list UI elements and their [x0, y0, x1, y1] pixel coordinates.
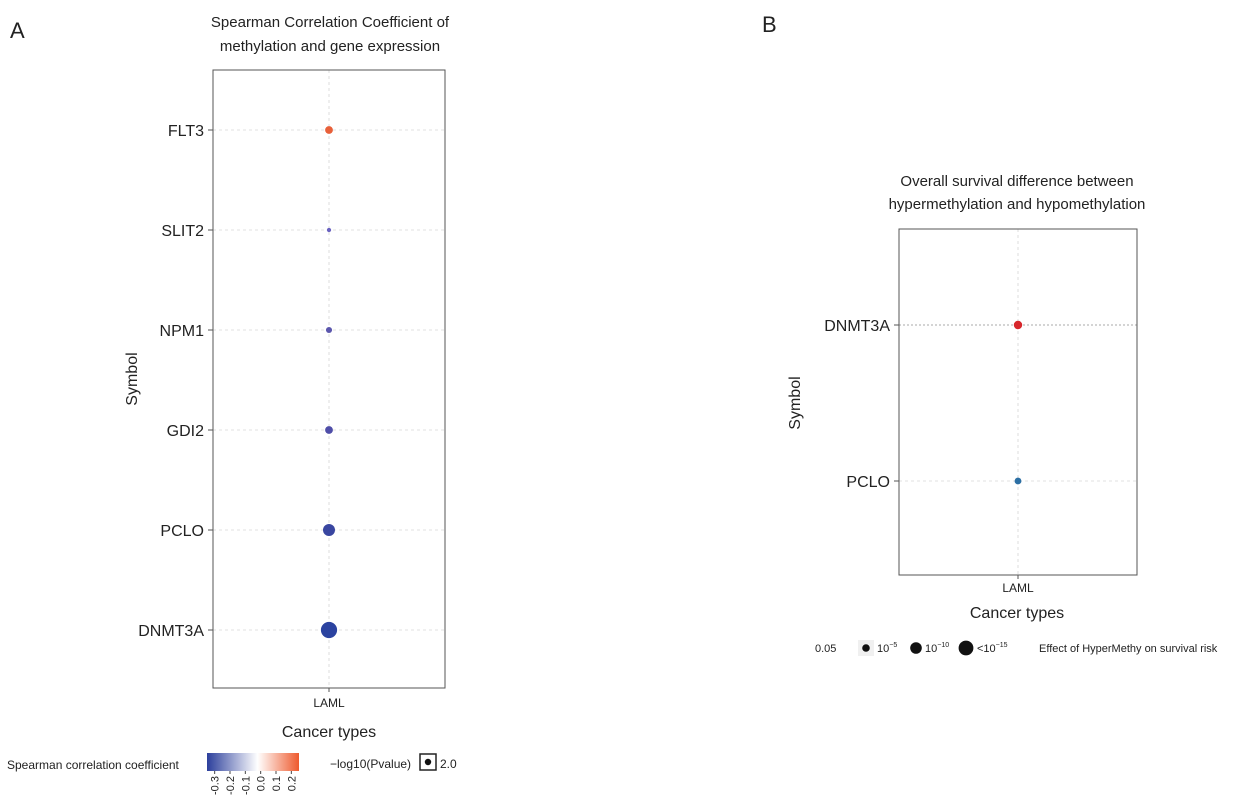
chart-a-y-tick-label: FLT3 [168, 123, 204, 140]
chart-b-legend-dot [958, 640, 974, 656]
chart-a-point [325, 126, 333, 134]
chart-a-x-tick-label: LAML [313, 696, 345, 710]
chart-a-colorbar-tick-label: -0.3 [210, 776, 222, 795]
chart-a-size-legend-title: −log10(Pvalue) [330, 757, 411, 771]
chart-b-y-tick-label: PCLO [846, 474, 890, 491]
chart-a-grid [213, 70, 445, 688]
chart-a-x-tick-labels: LAML [313, 688, 345, 710]
chart-b-y-tick-label: DNMT3A [824, 318, 890, 335]
chart-b-legend-label: 10−5 [877, 642, 897, 655]
chart-a-colorbar-ticks: -0.3 -0.2 -0.1 0.0 0.1 0.2 [210, 771, 298, 795]
chart-a: Spearman Correlation Coefficient of meth… [7, 14, 457, 795]
chart-a-point [326, 227, 332, 233]
chart-b-legend-effect-title: Effect of HyperMethy on survival risk [1039, 643, 1218, 655]
chart-b: Overall survival difference between hype… [787, 173, 1218, 656]
chart-a-point [325, 326, 333, 334]
panel-b-letter: B [762, 12, 777, 37]
chart-a-colorbar-tick-label: 0.2 [286, 776, 298, 791]
chart-a-y-tick-label: SLIT2 [161, 223, 204, 240]
chart-b-title-line2: hypermethylation and hypomethylation [889, 196, 1146, 213]
chart-a-y-tick-label: NPM1 [160, 323, 205, 340]
chart-a-xlabel: Cancer types [282, 724, 376, 741]
chart-a-y-tick-label: GDI2 [167, 423, 204, 440]
chart-a-color-legend-title: Spearman correlation coefficient [7, 758, 180, 772]
chart-a-size-legend-dot [424, 758, 432, 766]
chart-b-point [1013, 320, 1023, 330]
chart-b-legend-label: 0.05 [815, 643, 836, 655]
chart-a-size-legend-value: 2.0 [440, 757, 457, 771]
chart-b-title-line1: Overall survival difference between [900, 173, 1133, 190]
chart-a-point [323, 524, 335, 536]
chart-b-ylabel: Symbol [787, 376, 804, 429]
chart-b-x-tick-label: LAML [1002, 581, 1034, 595]
chart-b-y-tick-labels: DNMT3A PCLO [824, 318, 899, 491]
chart-b-legend-label: 10−10 [925, 642, 949, 655]
chart-a-y-tick-label: DNMT3A [138, 623, 204, 640]
chart-a-colorbar-tick-label: -0.2 [225, 776, 237, 795]
panel-a-letter: A [10, 18, 25, 43]
chart-b-point [1014, 477, 1022, 485]
chart-a-title-line1: Spearman Correlation Coefficient of [211, 14, 450, 31]
chart-b-legend-label: <10−15 [977, 642, 1008, 655]
chart-a-colorbar-tick-label: 0.0 [256, 776, 268, 791]
chart-a-point [325, 426, 333, 434]
chart-a-colorbar-tick-label: -0.1 [240, 776, 252, 795]
chart-a-colorbar [207, 753, 299, 771]
chart-b-legend: 0.05 10−5 10−10 <10−15 Effect of HyperMethy … [815, 640, 1218, 656]
chart-a-point [320, 621, 338, 639]
chart-b-x-tick-labels: LAML [1002, 575, 1034, 595]
chart-a-points [320, 126, 338, 639]
chart-a-ylabel: Symbol [124, 352, 141, 405]
chart-b-points [1013, 320, 1023, 485]
chart-a-y-tick-labels: FLT3 SLIT2 NPM1 GDI2 PCLO DNMT3A [138, 123, 213, 640]
chart-b-legend-dot [910, 642, 922, 654]
chart-a-title-line2: methylation and gene expression [220, 38, 440, 55]
chart-b-grid [899, 229, 1137, 575]
chart-a-colorbar-tick-label: 0.1 [271, 776, 283, 791]
chart-b-xlabel: Cancer types [970, 605, 1064, 622]
chart-b-legend-dot [862, 644, 870, 652]
chart-a-y-tick-label: PCLO [160, 523, 204, 540]
